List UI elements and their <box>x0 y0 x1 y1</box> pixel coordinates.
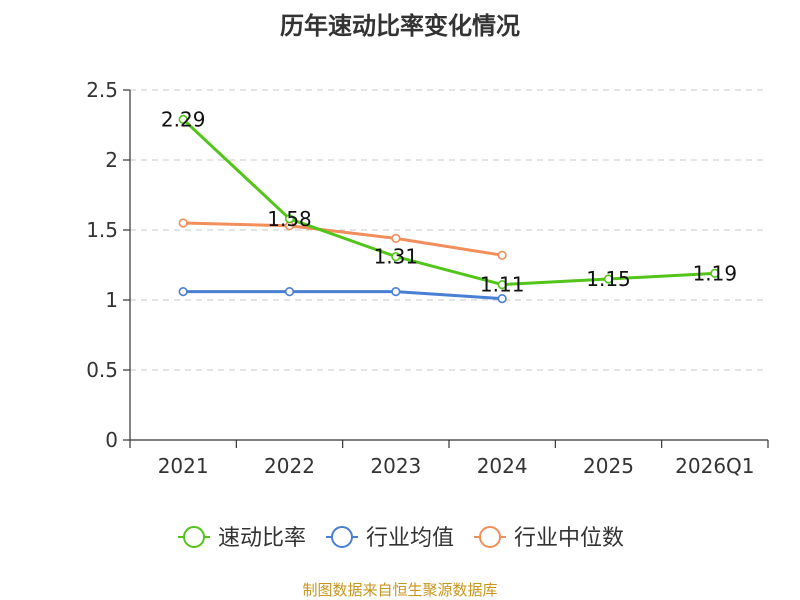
legend-label: 行业中位数 <box>514 526 624 551</box>
series-point <box>178 218 188 228</box>
series-point <box>497 250 507 260</box>
series-point <box>178 114 188 124</box>
x-tick-label: 2025 <box>583 454 634 478</box>
data-label: 1.15 <box>586 267 631 291</box>
legend-marker-circle <box>331 526 353 548</box>
series-point <box>497 294 507 304</box>
y-tick-label: 1 <box>105 288 118 312</box>
series-point <box>391 252 401 262</box>
series <box>178 114 720 304</box>
y-tick-label: 0.5 <box>86 358 118 382</box>
y-tick-label: 2 <box>105 148 118 172</box>
x-tick-label: 2022 <box>264 454 315 478</box>
series-line <box>182 118 715 287</box>
legend: 速动比率 行业均值 行业中位数 <box>178 526 624 551</box>
legend-marker-circle <box>479 526 501 548</box>
y-tick-label: 0 <box>105 428 118 452</box>
data-label: 1.31 <box>374 245 419 269</box>
series-point <box>710 268 720 279</box>
series-point <box>391 287 401 297</box>
legend-label: 速动比率 <box>218 526 306 551</box>
series-point <box>497 280 507 290</box>
series-line <box>183 290 503 301</box>
series-point <box>178 287 188 297</box>
x-tick-label: 2024 <box>477 454 528 478</box>
grid <box>130 89 768 371</box>
axes <box>129 90 768 441</box>
series-point <box>284 287 295 297</box>
data-label: 2.29 <box>161 107 206 131</box>
legend-marker-circle <box>183 526 205 548</box>
legend-label: 行业均值 <box>366 526 454 551</box>
x-ticks: 2021 2022 2023 2024 2025 2026Q1 <box>129 440 769 478</box>
series-point <box>284 214 295 224</box>
data-labels: 2.29 1.58 1.31 1.11 1.15 1.19 <box>161 107 737 296</box>
chart-title: 历年速动比率变化情况 <box>280 12 520 40</box>
series-point <box>391 233 401 243</box>
data-label: 1.58 <box>267 207 312 231</box>
data-label: 1.19 <box>693 261 738 285</box>
source-note: 制图数据来自恒生聚源数据库 <box>302 581 497 599</box>
data-label: 1.11 <box>480 273 525 297</box>
x-tick-label: 2021 <box>158 454 209 478</box>
series-line <box>183 221 503 257</box>
x-tick-label: 2026Q1 <box>675 454 754 478</box>
series-point <box>603 274 614 284</box>
y-tick-label: 1.5 <box>86 218 118 242</box>
y-ticks: 0 0.5 1 1.5 2 2.5 <box>86 78 130 452</box>
x-tick-label: 2023 <box>370 454 421 478</box>
y-tick-label: 2.5 <box>86 78 118 102</box>
